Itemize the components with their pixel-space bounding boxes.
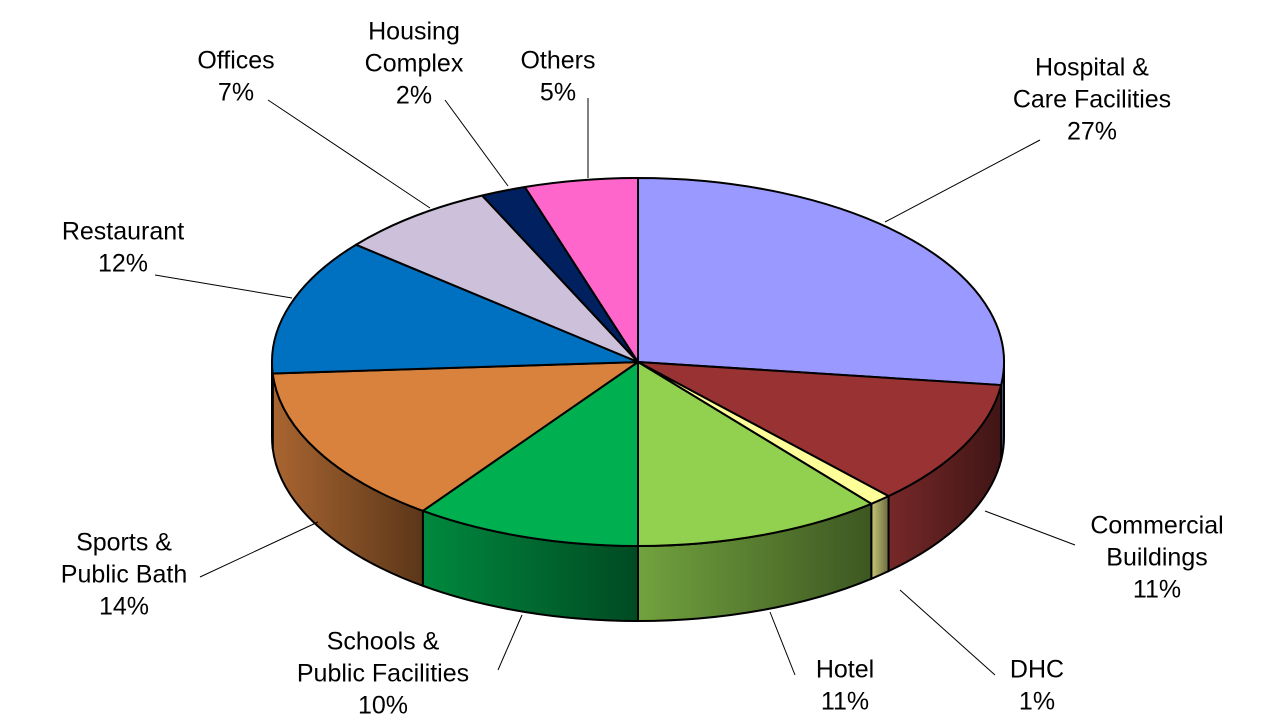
pie-slice-3 xyxy=(637,361,873,547)
slice-pct-1: 11% xyxy=(1133,576,1181,604)
slice-label-0: Hospital & Care Facilities 27% xyxy=(1013,54,1171,146)
pie-slice-4 xyxy=(421,361,639,547)
leader-line-7 xyxy=(267,99,431,209)
pie-slice-0 xyxy=(637,177,1005,387)
slice-name-4: Schools & xyxy=(327,628,440,656)
pie-side-2 xyxy=(870,494,890,581)
slice-name-9: Others xyxy=(520,47,595,75)
leader-line-8 xyxy=(444,99,509,187)
pie-slice-6 xyxy=(271,243,639,375)
slice-name-0: Hospital & xyxy=(1035,54,1149,82)
slice-label-6: Restaurant 12% xyxy=(62,218,184,278)
leader-line-0 xyxy=(884,139,1041,223)
slice-label-7: Offices 7% xyxy=(197,47,274,107)
slice-name-8: Housing xyxy=(368,18,460,46)
pie-slice-7 xyxy=(354,194,639,363)
slice-pct-0: 27% xyxy=(1067,118,1117,146)
slice-name-5: Sports & xyxy=(76,529,172,557)
slice-label-8: Housing Complex 2% xyxy=(365,18,464,110)
slice-name-1: Buildings xyxy=(1106,544,1207,572)
slice-name-6: Restaurant xyxy=(62,218,184,246)
slice-label-2: DHC 1% xyxy=(1010,656,1064,716)
slice-name-0: Care Facilities xyxy=(1013,86,1171,114)
slice-name-3: Hotel xyxy=(816,656,874,684)
slice-name-4: Public Facilities xyxy=(297,660,469,688)
pie-top-faces xyxy=(271,177,1005,547)
slice-label-1: Commercial Buildings 11% xyxy=(1090,512,1223,604)
leader-line-6 xyxy=(154,274,293,299)
pie-slice-1 xyxy=(637,361,1003,498)
slice-pct-5: 14% xyxy=(99,593,149,621)
slice-name-1: Commercial xyxy=(1090,512,1223,540)
slice-pct-4: 10% xyxy=(358,692,408,720)
slice-pct-3: 11% xyxy=(821,688,869,716)
slice-name-2: DHC xyxy=(1010,656,1064,684)
leader-lines xyxy=(154,98,1076,676)
pie-slice-5 xyxy=(271,361,639,512)
leader-line-5 xyxy=(199,521,319,578)
slice-labels: Hospital & Care Facilities 27% Commercial Bu… xyxy=(61,18,1224,720)
slice-label-9: Others 5% xyxy=(520,47,595,107)
slice-name-8: Complex xyxy=(365,50,464,78)
leader-line-2 xyxy=(899,589,996,676)
slice-pct-7: 7% xyxy=(218,79,254,107)
leader-line-3 xyxy=(769,611,796,676)
slice-label-3: Hotel 11% xyxy=(816,656,874,716)
slice-pct-6: 12% xyxy=(98,250,148,278)
slice-pct-8: 2% xyxy=(396,82,432,110)
slice-name-7: Offices xyxy=(197,47,274,75)
slice-pct-9: 5% xyxy=(540,79,576,107)
slice-label-4: Schools & Public Facilities 10% xyxy=(297,628,469,720)
leader-line-1 xyxy=(984,510,1076,546)
slice-label-5: Sports & Public Bath 14% xyxy=(61,529,187,621)
slice-pct-2: 1% xyxy=(1019,688,1055,716)
slice-name-5: Public Bath xyxy=(61,561,187,589)
leader-line-4 xyxy=(497,614,523,671)
pie-slice-9 xyxy=(523,177,639,363)
